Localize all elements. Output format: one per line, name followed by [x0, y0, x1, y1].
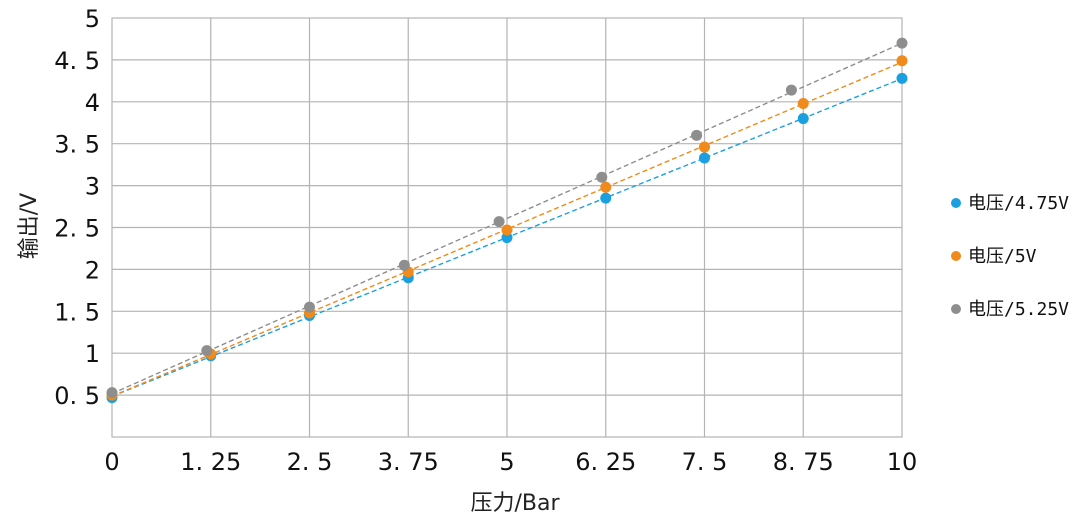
x-tick-label: 6. 25: [575, 448, 636, 476]
legend: 电压/4.75V 电压/5V 电压/5.25V: [951, 193, 1069, 320]
x-tick-labels: 0 1. 25 2. 5 3. 75 5 6. 25 7. 5 8. 75 10: [104, 448, 917, 476]
data-point: [699, 152, 710, 164]
data-point: [896, 55, 908, 67]
legend-label: 电压/4.75V: [968, 193, 1069, 214]
y-tick-label: 2. 5: [54, 215, 100, 243]
legend-marker: [951, 304, 961, 314]
data-point: [501, 232, 513, 244]
x-tick-label: 10: [887, 448, 918, 476]
y-tick-label: 4: [85, 89, 100, 117]
data-point: [398, 259, 410, 271]
data-point: [600, 192, 612, 204]
y-tick-label: 4. 5: [54, 47, 100, 75]
data-point: [493, 216, 505, 228]
x-tick-label: 2. 5: [287, 448, 333, 476]
legend-marker: [951, 251, 961, 261]
x-tick-label: 8. 75: [773, 448, 834, 476]
legend-label: 电压/5.25V: [968, 299, 1069, 320]
y-tick-label: 2: [85, 256, 100, 284]
x-tick-label: 3. 75: [378, 448, 439, 476]
legend-marker: [951, 198, 961, 208]
data-point: [501, 224, 513, 236]
data-point: [201, 345, 213, 357]
y-tick-label: 3. 5: [54, 131, 100, 159]
data-point: [304, 301, 315, 313]
data-point: [596, 171, 608, 183]
data-point: [797, 113, 809, 125]
data-point: [106, 387, 118, 399]
y-tick-label: 1: [85, 340, 100, 368]
y-axis-label: 输出/V: [17, 193, 42, 259]
data-point: [600, 181, 612, 193]
x-tick-label: 0: [104, 448, 119, 476]
trendline: [111, 42, 903, 395]
y-tick-label: 0. 5: [54, 382, 100, 410]
data-point: [797, 97, 809, 109]
y-tick-labels: 0. 5 1 1. 5 2 2. 5 3 3. 5 4 4. 5 5: [54, 5, 100, 410]
y-tick-label: 3: [85, 173, 100, 201]
data-point: [896, 72, 908, 84]
x-tick-label: 5: [499, 448, 514, 476]
x-tick-label: 1. 25: [180, 448, 241, 476]
data-points: [106, 37, 908, 404]
y-tick-label: 1. 5: [54, 298, 100, 326]
data-point: [699, 141, 710, 153]
data-point: [896, 37, 908, 49]
y-tick-label: 5: [85, 5, 100, 33]
legend-label: 电压/5V: [968, 246, 1037, 267]
data-point: [785, 84, 797, 96]
x-axis-label: 压力/Bar: [470, 491, 560, 516]
x-tick-label: 7. 5: [682, 448, 728, 476]
data-point: [691, 129, 703, 141]
